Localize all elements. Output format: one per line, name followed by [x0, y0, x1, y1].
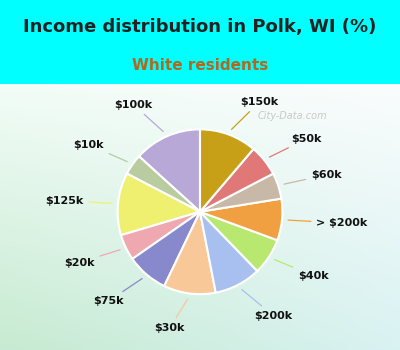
Wedge shape	[132, 212, 200, 286]
Text: White residents: White residents	[132, 58, 268, 73]
Text: $100k: $100k	[114, 100, 163, 132]
Wedge shape	[200, 130, 254, 212]
Text: City-Data.com: City-Data.com	[257, 111, 327, 121]
Text: $40k: $40k	[274, 260, 329, 281]
Text: $30k: $30k	[155, 299, 188, 333]
Text: Income distribution in Polk, WI (%): Income distribution in Polk, WI (%)	[23, 18, 377, 36]
Text: $10k: $10k	[74, 140, 127, 162]
Wedge shape	[200, 212, 277, 271]
Text: $125k: $125k	[45, 196, 112, 205]
Wedge shape	[118, 174, 200, 235]
Text: $20k: $20k	[64, 250, 120, 267]
Wedge shape	[200, 174, 281, 212]
Wedge shape	[164, 212, 216, 294]
Text: $60k: $60k	[284, 170, 342, 184]
Text: $200k: $200k	[242, 289, 292, 321]
Wedge shape	[200, 212, 257, 293]
Wedge shape	[200, 198, 282, 240]
Wedge shape	[121, 212, 200, 259]
Text: $150k: $150k	[232, 97, 278, 130]
Wedge shape	[200, 149, 273, 212]
Text: > $200k: > $200k	[288, 218, 368, 228]
Wedge shape	[127, 156, 200, 212]
Text: $50k: $50k	[270, 134, 322, 157]
Text: $75k: $75k	[94, 279, 142, 306]
Wedge shape	[139, 130, 200, 212]
